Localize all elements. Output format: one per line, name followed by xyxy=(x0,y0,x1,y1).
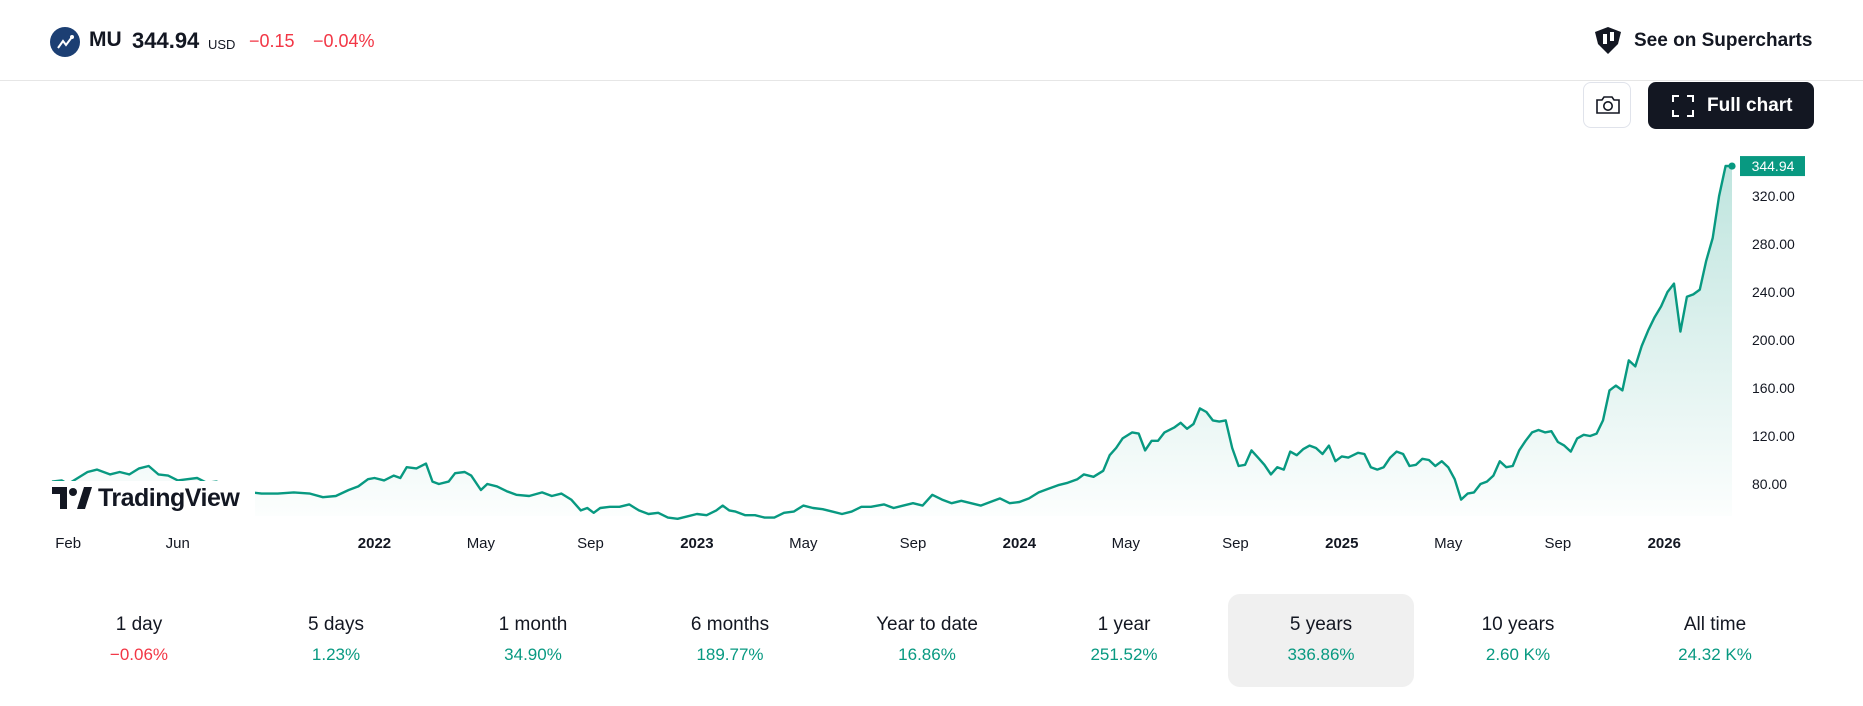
period-tab[interactable]: 6 months 189.77% xyxy=(637,594,823,687)
tradingview-logo-icon xyxy=(52,487,92,509)
tradingview-wordmark: TradingView xyxy=(98,484,240,512)
period-label: 1 year xyxy=(1097,614,1151,635)
x-tick-label: 2026 xyxy=(1648,535,1681,552)
x-tick-label: May xyxy=(1434,535,1463,552)
period-tab[interactable]: 1 day −0.06% xyxy=(46,594,232,687)
period-change: 251.52% xyxy=(1090,645,1158,664)
period-tab[interactable]: 5 days 1.23% xyxy=(243,594,429,687)
period-change: 189.77% xyxy=(696,645,764,664)
x-tick-label: 2025 xyxy=(1325,535,1358,552)
price-area-fill xyxy=(52,166,1732,519)
period-change: 34.90% xyxy=(504,645,562,664)
period-selector: 1 day −0.06% 5 days 1.23% 1 month 34.90% 6 mon… xyxy=(46,594,1816,687)
mu-logo-icon xyxy=(50,27,80,57)
full-chart-button[interactable]: Full chart xyxy=(1648,82,1814,129)
tradingview-logo: TradingView xyxy=(50,481,255,517)
last-price: 344.94 xyxy=(132,28,200,53)
x-tick-label: 2022 xyxy=(358,535,391,552)
period-label: 1 day xyxy=(115,614,163,635)
price-currency: USD xyxy=(208,37,236,52)
period-label: All time xyxy=(1683,614,1747,635)
period-change: 16.86% xyxy=(898,645,956,664)
price-line[interactable] xyxy=(51,164,1733,520)
x-tick-label: Sep xyxy=(1545,535,1572,552)
fullscreen-icon xyxy=(1672,95,1694,117)
symbol-header: MU 344.94 USD −0.15 −0.04% See on Superc… xyxy=(0,0,1863,81)
period-label: 1 month xyxy=(498,614,568,635)
y-tick-label: 80.00 xyxy=(1752,476,1787,492)
period-label: 5 years xyxy=(1289,614,1353,635)
price-change: −0.15 xyxy=(249,31,295,51)
period-label: 6 months xyxy=(690,614,770,635)
x-tick-label: 2024 xyxy=(1003,535,1037,552)
x-tick-label: May xyxy=(789,535,818,552)
y-tick-label: 240.00 xyxy=(1752,284,1795,300)
supercharts-label: See on Supercharts xyxy=(1634,30,1813,51)
camera-icon xyxy=(1596,96,1620,114)
last-price-badge-label: 344.94 xyxy=(1752,158,1795,174)
period-label: 10 years xyxy=(1481,614,1555,635)
symbol-ticker[interactable]: MU xyxy=(89,28,122,51)
supercharts-icon xyxy=(1595,27,1621,54)
last-price-marker xyxy=(1728,162,1736,170)
x-tick-label: Sep xyxy=(577,535,604,552)
x-tick-label: 2023 xyxy=(680,535,713,552)
period-label: 5 days xyxy=(308,614,364,635)
period-change: −0.06% xyxy=(109,645,169,664)
period-tab[interactable]: 10 years 2.60 K% xyxy=(1425,594,1611,687)
x-tick-label: Sep xyxy=(1222,535,1249,552)
y-tick-label: 280.00 xyxy=(1752,236,1795,252)
period-tab[interactable]: 1 year 251.52% xyxy=(1031,594,1217,687)
y-tick-label: 200.00 xyxy=(1752,332,1795,348)
full-chart-label: Full chart xyxy=(1707,95,1793,116)
last-price-badge xyxy=(1740,156,1805,177)
period-change: 2.60 K% xyxy=(1485,645,1551,664)
period-label: Year to date xyxy=(876,614,978,635)
period-tab[interactable]: 5 years 336.86% xyxy=(1228,594,1414,687)
period-tab[interactable]: All time 24.32 K% xyxy=(1622,594,1808,687)
x-tick-label: May xyxy=(1112,535,1141,552)
period-tab[interactable]: Year to date 16.86% xyxy=(834,594,1020,687)
y-tick-label: 320.00 xyxy=(1752,188,1795,204)
period-change: 24.32 K% xyxy=(1678,645,1752,664)
x-tick-label: Jun xyxy=(166,535,190,552)
x-tick-label: Feb xyxy=(55,535,81,552)
y-tick-label: 160.00 xyxy=(1752,380,1795,396)
period-tab[interactable]: 1 month 34.90% xyxy=(440,594,626,687)
x-tick-label: Sep xyxy=(900,535,927,552)
period-change: 336.86% xyxy=(1287,645,1355,664)
price-change-percent: −0.04% xyxy=(313,31,375,51)
snapshot-button[interactable] xyxy=(1583,82,1631,128)
x-tick-label: May xyxy=(467,535,496,552)
period-change: 1.23% xyxy=(311,645,361,664)
y-tick-label: 120.00 xyxy=(1752,428,1795,444)
